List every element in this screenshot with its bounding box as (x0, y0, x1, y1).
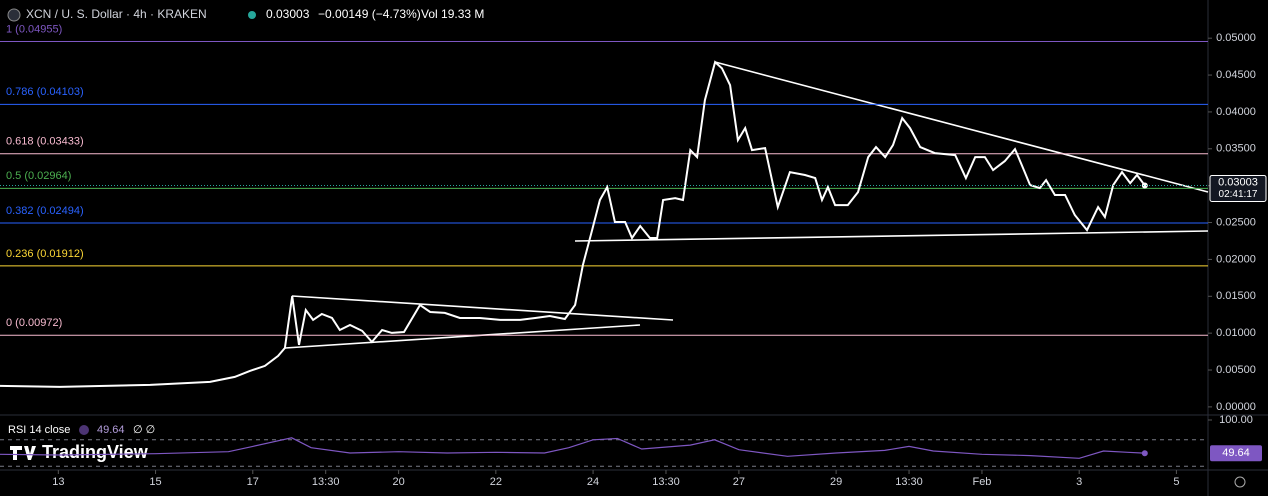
y-tick-label: 0.02000 (1216, 253, 1256, 265)
y-tick-label: 0.00500 (1216, 364, 1256, 376)
x-tick-label: 15 (149, 476, 161, 488)
price-line (0, 60, 1146, 388)
price-badge (1209, 174, 1267, 202)
x-tick-label: 13 (52, 476, 64, 488)
market-status (248, 11, 256, 19)
y-tick-label: 100.00 (1219, 414, 1253, 426)
rsi-title: RSI 14 close (8, 424, 70, 436)
x-tick-label: 13:30 (895, 476, 923, 488)
y-tick-label: 0.04500 (1216, 69, 1256, 81)
y-tick-label: 0.03500 (1216, 143, 1256, 155)
fib-label: 0.618 (0.03433) (6, 136, 84, 148)
x-tick-label: 24 (587, 476, 599, 488)
price-line (0, 437, 1145, 459)
y-tick-label: 0.01000 (1216, 327, 1256, 339)
y-tick-label: 0.05000 (1216, 32, 1256, 44)
y-tick-label: 0.01500 (1216, 290, 1256, 302)
y-tick-label: 0.04000 (1216, 106, 1256, 118)
x-tick-label: 17 (247, 476, 259, 488)
fib-label: 0.5 (0.02964) (6, 170, 71, 182)
rsi-value: 49.64 (97, 424, 125, 436)
x-tick-label: 22 (490, 476, 502, 488)
rsi-badge (1210, 445, 1262, 462)
x-tick-label: 27 (733, 476, 745, 488)
last-point (1141, 182, 1148, 189)
x-tick-label: 29 (830, 476, 842, 488)
x-tick-label: 5 (1173, 476, 1179, 488)
fib-label: 0.236 (0.01912) (6, 248, 84, 260)
fib-label: 0.382 (0.02494) (6, 205, 84, 217)
settings-icon[interactable] (1234, 476, 1246, 488)
price-badge-value: 0.03003 (1218, 176, 1258, 188)
volume: Vol 19.33 M (421, 7, 484, 21)
y-tick-label: 0.02500 (1216, 216, 1256, 228)
x-tick-label: Feb (972, 476, 991, 488)
trendline (714, 61, 1209, 193)
rsi-badge-value: 49.64 (1222, 447, 1250, 459)
price-change: −0.00149 (−4.73%) (318, 7, 421, 21)
fib-label: 1 (0.04955) (6, 23, 62, 35)
trendline (284, 324, 641, 349)
x-tick-label: 13:30 (652, 476, 680, 488)
watermark: TradingView (42, 442, 149, 462)
x-tick-label: 3 (1076, 476, 1082, 488)
price-badge-countdown: 02:41:17 (1219, 189, 1258, 200)
symbol-icon (7, 8, 21, 22)
fib-label: 0 (0.00972) (6, 317, 62, 329)
y-tick-label: 0.00000 (1216, 401, 1256, 413)
rsi-icon (79, 425, 89, 435)
fib-label: 0.786 (0.04103) (6, 86, 84, 98)
x-tick-label: 20 (392, 476, 404, 488)
rsi-extra: ∅ ∅ (133, 424, 155, 436)
last-point (1141, 450, 1148, 457)
logo-icon (10, 446, 36, 460)
trendline (291, 295, 674, 321)
trendlines (284, 61, 1209, 349)
symbol-title[interactable]: XCN / U. S. Dollar · 4h · KRAKEN (26, 7, 207, 21)
trendline (574, 230, 1209, 242)
last-price: 0.03003 (266, 7, 310, 21)
x-tick-label: 13:30 (312, 476, 340, 488)
